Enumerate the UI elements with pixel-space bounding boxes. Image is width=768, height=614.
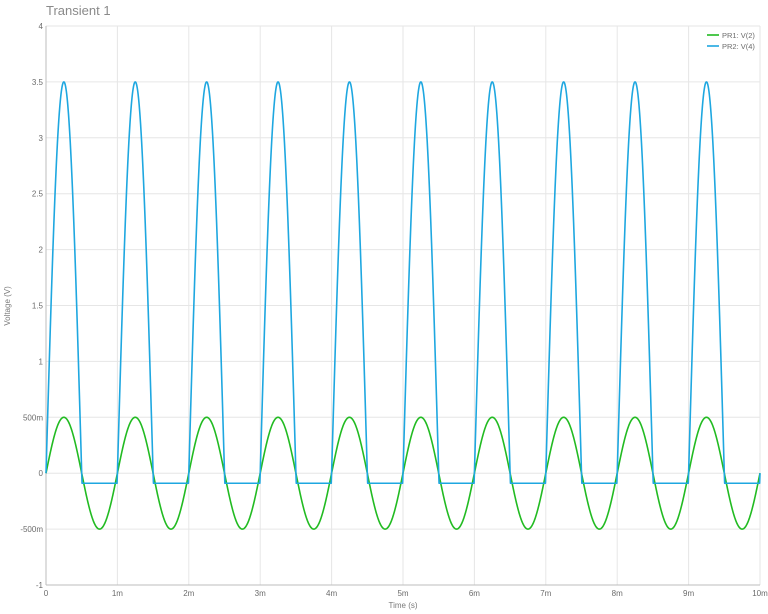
y-axis-label: Voltage (V) [3,286,12,326]
y-tick-label: -500m [20,525,43,534]
x-tick-label: 4m [326,589,337,598]
legend-label: PR1: V(2) [722,31,755,40]
x-tick-label: 1m [112,589,123,598]
x-tick-label: 2m [183,589,194,598]
y-tick-labels: -1 -500m 0 500m 1 1.5 2 2.5 3 3.5 4 [20,22,43,590]
y-tick-label: 2 [39,246,44,255]
plot-frame [45,26,760,586]
series-lines [45,81,761,530]
y-tick-label: 4 [39,22,44,31]
x-axis-label: Time (s) [388,601,417,610]
x-tick-label: 6m [469,589,480,598]
y-tick-label: 3 [39,134,44,143]
y-tick-label: 1.5 [32,302,44,311]
x-tick-label: 8m [612,589,623,598]
grid-lines [45,25,761,586]
chart-title: Transient 1 [46,3,111,18]
legend: PR1: V(2) PR2: V(4) [707,31,755,51]
y-tick-label: 0 [39,469,44,478]
x-tick-label: 0 [44,589,49,598]
x-tick-label: 3m [255,589,266,598]
y-tick-label: 1 [39,357,44,366]
series-line-2 [45,81,761,485]
y-tick-label: 2.5 [32,190,44,199]
x-tick-label: 10m [752,589,768,598]
legend-label: PR2: V(4) [722,42,755,51]
y-tick-label: 500m [23,413,43,422]
x-tick-label: 5m [397,589,408,598]
x-tick-label: 9m [683,589,694,598]
y-tick-label: 3.5 [32,78,44,87]
x-tick-labels: 0 1m 2m 3m 4m 5m 6m 7m 8m 9m 10m [44,589,768,598]
x-tick-label: 7m [540,589,551,598]
y-tick-label: -1 [36,581,44,590]
